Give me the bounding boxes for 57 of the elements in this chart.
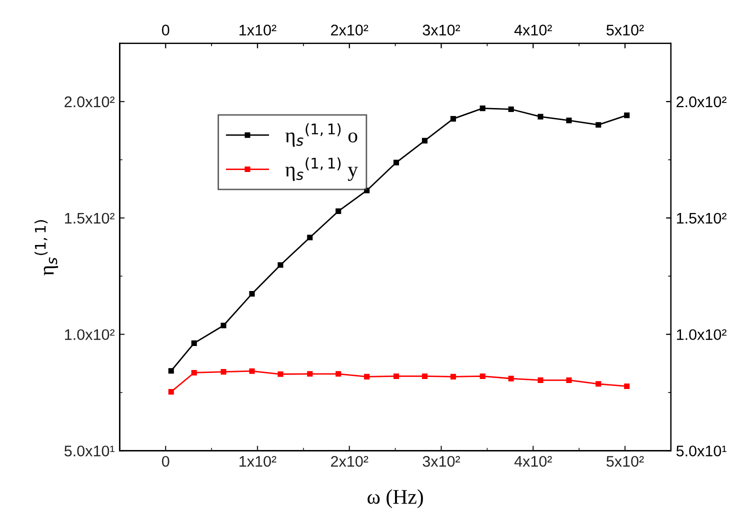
legend-label: η$_{s}$$^{(1,1)}$ y: [285, 157, 358, 181]
point: [624, 112, 630, 118]
point: [596, 122, 602, 128]
point: [566, 377, 572, 383]
x-tick-label: 4x10²: [514, 456, 552, 467]
x-tick-label: 1x10²: [240, 456, 276, 467]
y2-tick-label: 1.5x10²: [676, 212, 726, 224]
point: [191, 370, 197, 376]
x2-tick-label: 5x10²: [606, 24, 644, 36]
point: [538, 377, 544, 383]
point: [566, 118, 572, 124]
point: [422, 138, 428, 144]
x2-tick-label: 4x10²: [514, 24, 552, 36]
point: [393, 373, 400, 380]
point: [364, 374, 370, 380]
point: [624, 383, 630, 390]
point: [278, 262, 284, 268]
y-tick-label: 1.5x10²: [65, 212, 115, 224]
point: [336, 371, 342, 377]
x2-tick-label: 1x10²: [240, 24, 276, 36]
point: [596, 381, 602, 387]
point: [220, 369, 226, 375]
x-tick-label: 2x10²: [331, 456, 368, 467]
point: [450, 116, 456, 122]
y-tick-label: 5.0x10¹: [64, 446, 114, 456]
x2-tick-label: 2x10²: [331, 24, 368, 36]
point: [336, 208, 342, 214]
point: [393, 160, 400, 166]
point: [307, 234, 313, 240]
point: [278, 371, 284, 377]
point: [220, 322, 226, 328]
x-tick-label: 5x10²: [606, 456, 644, 467]
point: [422, 373, 428, 380]
x-axis-title: ω (Hz): [368, 489, 423, 508]
point: [307, 371, 313, 377]
y-tick-label: 2.0x10²: [64, 96, 115, 108]
point: [249, 291, 255, 297]
y2-tick-label: 1.0x10²: [676, 329, 726, 340]
point: [450, 374, 456, 380]
x2-tick-label: 0: [162, 24, 170, 36]
point: [508, 106, 514, 112]
point: [168, 389, 174, 395]
x-tick-label: 0: [162, 456, 170, 467]
x2-tick-label: 3x10²: [422, 24, 460, 36]
y2-tick-label: 2.0x10²: [676, 96, 726, 108]
point: [508, 376, 514, 382]
y-tick-label: 1.0x10²: [65, 329, 115, 340]
point: [480, 106, 486, 112]
y2-tick-label: 5.0x10¹: [676, 446, 726, 456]
x-tick-label: 3x10²: [422, 456, 460, 467]
point: [191, 340, 197, 346]
y-axis-title: η$_{s}$$^{(1,1)}$: [34, 220, 58, 276]
point: [480, 373, 486, 380]
point: [168, 368, 174, 374]
point: [538, 114, 544, 120]
point: [249, 368, 255, 374]
legend-label: η$_{s}$$^{(1,1)}$ o: [285, 123, 358, 147]
